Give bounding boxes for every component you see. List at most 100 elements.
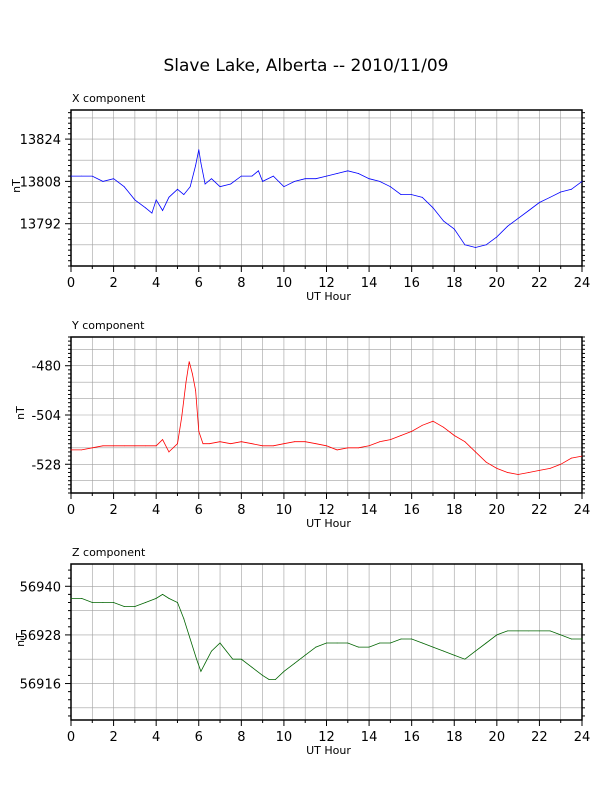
x-component-data-point bbox=[549, 196, 551, 198]
y-component-data-point bbox=[272, 445, 274, 447]
z-component-ytick-label: 56928 bbox=[20, 629, 61, 644]
y-component-data-point bbox=[294, 441, 295, 443]
y-component-data-point bbox=[560, 463, 562, 465]
y-component-data-point bbox=[411, 431, 413, 432]
z-component-xtick-label: 8 bbox=[237, 730, 245, 745]
y-component-xtick-label: 4 bbox=[152, 503, 160, 518]
y-component-data-point bbox=[379, 441, 381, 443]
x-component-ytick-label: 13792 bbox=[20, 218, 61, 233]
z-component-data-point bbox=[507, 630, 508, 632]
z-component-data-point bbox=[268, 679, 270, 680]
x-component-title: X component bbox=[72, 92, 146, 105]
z-component-data-point bbox=[162, 593, 163, 595]
y-component-ytick-label: -504 bbox=[31, 409, 61, 424]
y-component-xtick-label: 6 bbox=[195, 503, 203, 518]
z-component-data-point bbox=[379, 642, 381, 644]
z-component-data-point bbox=[581, 638, 583, 640]
z-component-data-point bbox=[196, 658, 198, 660]
z-component-data-point bbox=[496, 634, 498, 636]
x-component-ylabel: nT bbox=[10, 179, 23, 193]
z-component-data-point bbox=[421, 642, 423, 644]
z-component-data-point bbox=[326, 642, 327, 644]
y-component-xtick-label: 22 bbox=[531, 503, 548, 518]
y-component-data-point bbox=[368, 445, 370, 447]
y-component-data-point bbox=[581, 455, 583, 457]
x-component-data-point bbox=[379, 180, 381, 182]
y-component-data-point bbox=[219, 441, 221, 443]
y-component-xtick-label: 24 bbox=[574, 503, 591, 518]
z-component-data-point bbox=[240, 658, 242, 660]
x-component-data-point bbox=[134, 199, 136, 201]
y-component-data-point bbox=[464, 441, 466, 443]
x-component-series-line bbox=[71, 149, 583, 248]
x-component-xtick-label: 16 bbox=[403, 276, 420, 291]
x-component-xtick-label: 12 bbox=[318, 276, 335, 291]
y-component-data-point bbox=[168, 451, 170, 453]
z-component-data-point bbox=[275, 679, 276, 680]
x-component-data-point bbox=[81, 175, 83, 177]
z-component-xtick-label: 16 bbox=[403, 730, 420, 745]
y-component-data-point bbox=[181, 416, 183, 418]
z-component-data-point bbox=[528, 630, 530, 632]
z-component-data-point bbox=[570, 638, 572, 640]
x-component-ytick-label: 13824 bbox=[20, 133, 61, 148]
z-component-data-point bbox=[517, 630, 519, 632]
z-component-data-point bbox=[560, 634, 562, 636]
z-component-data-point bbox=[432, 646, 434, 648]
x-component-ytick-label: 13808 bbox=[20, 175, 61, 190]
y-component-data-point bbox=[539, 470, 540, 471]
y-component-xtick-label: 2 bbox=[109, 503, 117, 518]
y-component-ylabel: nT bbox=[14, 406, 27, 420]
x-component-data-point bbox=[560, 191, 562, 193]
z-component-data-point bbox=[411, 638, 413, 640]
y-component-xtick-label: 12 bbox=[318, 503, 335, 518]
x-component-data-point bbox=[304, 178, 306, 180]
x-component-data-point bbox=[485, 244, 487, 246]
y-component-data-point bbox=[453, 435, 455, 436]
y-component-xtick-label: 10 bbox=[276, 503, 293, 518]
x-component-xtick-label: 0 bbox=[67, 276, 75, 291]
x-component-xtick-label: 18 bbox=[446, 276, 463, 291]
z-component-xtick-label: 24 bbox=[574, 730, 591, 745]
x-component-data-point bbox=[262, 180, 264, 182]
z-component-ytick-label: 56940 bbox=[20, 580, 61, 595]
y-component-data-point bbox=[91, 447, 93, 449]
x-component-data-point bbox=[145, 207, 146, 209]
z-component-data-point bbox=[81, 598, 83, 599]
y-component-data-point bbox=[155, 445, 157, 447]
y-component-xtick-label: 8 bbox=[237, 503, 245, 518]
z-component-xtick-label: 18 bbox=[446, 730, 463, 745]
z-component-xtick-label: 6 bbox=[195, 730, 203, 745]
y-component-data-point bbox=[262, 445, 264, 447]
x-component-data-point bbox=[326, 175, 327, 177]
z-component-data-point bbox=[204, 662, 206, 664]
y-component-title: Y component bbox=[71, 319, 145, 332]
x-component-xtick-label: 4 bbox=[152, 276, 160, 291]
z-component-xtick-label: 20 bbox=[489, 730, 506, 745]
x-component-data-point bbox=[475, 247, 476, 248]
z-component-xtick-label: 12 bbox=[318, 730, 335, 745]
y-component-data-point bbox=[304, 441, 306, 443]
x-component-data-point bbox=[411, 194, 413, 196]
x-component-data-point bbox=[155, 199, 157, 201]
z-component-data-point bbox=[123, 606, 125, 607]
y-component-data-point bbox=[475, 451, 476, 453]
y-component-data-point bbox=[123, 445, 125, 447]
page-title: Slave Lake, Alberta -- 2010/11/09 bbox=[163, 56, 449, 76]
z-component-data-point bbox=[475, 650, 476, 652]
x-component-data-point bbox=[336, 173, 338, 174]
y-component-ytick-label: -480 bbox=[31, 360, 61, 375]
y-component-ytick-label: -528 bbox=[31, 458, 61, 473]
z-component-data-point bbox=[358, 646, 359, 648]
z-component-data-point bbox=[453, 654, 455, 656]
y-component-data-point bbox=[496, 467, 498, 469]
y-component-data-point bbox=[358, 447, 359, 449]
x-component-data-point bbox=[539, 202, 540, 203]
y-component-data-point bbox=[195, 389, 196, 391]
y-component-data-point bbox=[198, 431, 200, 432]
x-component-data-point bbox=[315, 178, 317, 180]
x-component-xtick-label: 24 bbox=[574, 276, 591, 291]
x-component-data-point bbox=[464, 244, 466, 246]
